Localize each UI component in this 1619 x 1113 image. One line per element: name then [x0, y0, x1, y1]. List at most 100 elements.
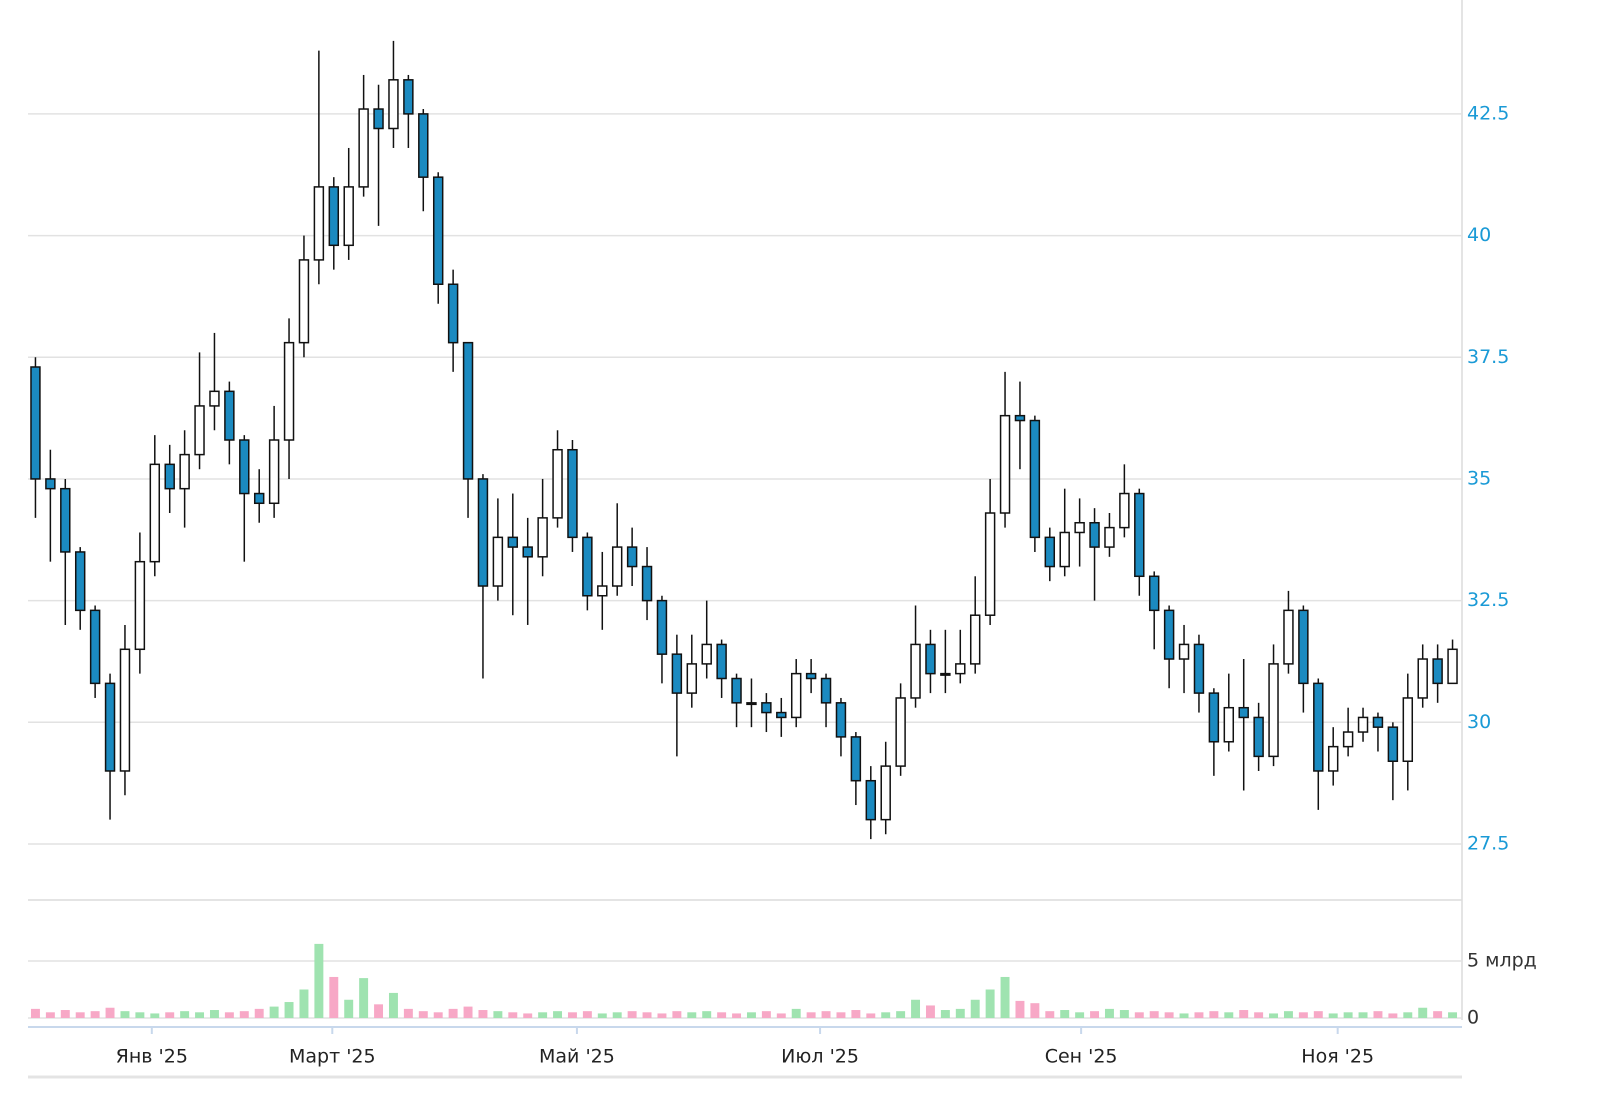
candle-body — [1283, 609, 1294, 665]
candle-body — [597, 585, 608, 597]
candle-body — [388, 79, 399, 130]
candle-body — [671, 653, 683, 694]
candle-body — [731, 677, 742, 704]
volume-bar — [493, 1011, 503, 1018]
volume-bar — [896, 1011, 906, 1018]
candle-body — [895, 697, 906, 767]
candle-body — [447, 283, 459, 344]
volume-bar — [344, 999, 354, 1018]
volume-bar — [1239, 1010, 1249, 1018]
volume-bar — [1149, 1011, 1159, 1018]
candle-body — [1044, 536, 1056, 568]
candle-body — [850, 736, 862, 782]
candle-body — [507, 536, 519, 548]
volume-bar — [1119, 1010, 1129, 1018]
candle-body — [552, 448, 563, 519]
volume-bar — [1030, 1003, 1040, 1018]
candle-body — [492, 536, 504, 587]
volume-bar — [60, 1010, 70, 1018]
volume-bar — [1090, 1011, 1100, 1018]
candle-body — [313, 186, 325, 261]
candle-body — [746, 702, 757, 706]
volume-bar — [523, 1013, 533, 1018]
volume-bar — [30, 1008, 40, 1018]
candle-body — [999, 414, 1011, 514]
candle-body — [1447, 648, 1458, 685]
candle-body — [1178, 643, 1190, 660]
volume-bar — [1060, 1010, 1070, 1018]
y-tick-label: 42.5 — [1467, 102, 1509, 124]
volume-bar — [791, 1008, 801, 1018]
volume-bar — [657, 1013, 667, 1018]
candle-body — [134, 560, 146, 651]
candle-body — [701, 643, 712, 665]
volume-bar — [135, 1012, 145, 1018]
volume-bar — [836, 1012, 846, 1018]
candle-body — [716, 643, 727, 680]
y-tick-label: 37.5 — [1467, 346, 1509, 368]
candle-body — [686, 663, 698, 694]
volume-bar — [597, 1013, 607, 1018]
candle-body — [30, 366, 41, 480]
volume-bar — [1015, 1000, 1025, 1018]
x-tick-label: Май '25 — [539, 1046, 615, 1068]
candle-body — [1357, 716, 1369, 733]
y-tick-label: 32.5 — [1467, 589, 1509, 611]
candle-body — [45, 478, 56, 490]
candle-body — [567, 448, 578, 539]
candle-body — [626, 546, 638, 568]
candle-body — [104, 682, 116, 772]
volume-bar — [1283, 1011, 1293, 1018]
candle-body — [462, 341, 474, 480]
volume-bar — [433, 1012, 443, 1018]
candle-body — [1223, 706, 1235, 743]
volume-bar — [120, 1011, 130, 1018]
candle-body — [1238, 706, 1249, 719]
volume-bar — [970, 999, 980, 1018]
volume-bar — [851, 1010, 861, 1018]
candle-body — [239, 439, 250, 495]
volume-bar — [195, 1012, 205, 1018]
volume-bar — [254, 1008, 264, 1018]
volume-bar — [105, 1007, 115, 1018]
candle-body — [224, 390, 235, 441]
candle-body — [358, 108, 369, 188]
volume-bar — [1194, 1012, 1204, 1018]
volume-bar — [582, 1011, 592, 1018]
candle-body — [1119, 492, 1130, 529]
candle-body — [790, 672, 802, 719]
candle-body — [1134, 492, 1145, 578]
candle-body — [880, 765, 891, 821]
volume-bar — [314, 943, 324, 1018]
candle-body — [298, 259, 310, 344]
candle-body — [74, 551, 86, 612]
volume-bar — [776, 1013, 786, 1018]
volume-bar — [180, 1011, 190, 1018]
candle-body — [776, 711, 787, 719]
candle-body — [149, 463, 161, 563]
volume-bar — [672, 1011, 682, 1018]
y-tick-label: 35 — [1467, 467, 1491, 489]
candle-body — [179, 453, 190, 490]
volume-bar — [1298, 1012, 1308, 1018]
candle-body — [328, 186, 340, 247]
volume-bar — [239, 1011, 249, 1018]
candle-body — [1089, 521, 1100, 548]
candle-body — [164, 463, 175, 490]
candle-body — [1298, 609, 1309, 685]
candle-body — [522, 546, 533, 558]
volume-bar — [1045, 1011, 1055, 1018]
candle-body — [611, 546, 623, 587]
volume-bar — [567, 1012, 577, 1018]
volume-bar — [1075, 1012, 1085, 1018]
volume-bar — [374, 1004, 384, 1018]
volume-tick-label: 5 млрд — [1467, 949, 1537, 971]
candle-body — [955, 663, 966, 675]
x-tick-label: Янв '25 — [116, 1046, 188, 1068]
x-tick-label: Сен '25 — [1045, 1046, 1118, 1068]
volume-bar — [1164, 1012, 1174, 1018]
candle-body — [761, 702, 772, 714]
volume-bar — [299, 989, 309, 1018]
volume-bar — [538, 1012, 548, 1018]
